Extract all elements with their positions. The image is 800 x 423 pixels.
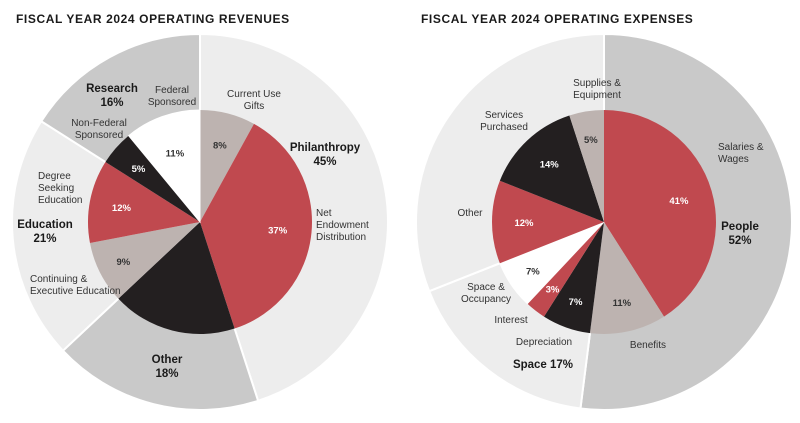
pct-label-degree-seeking-education: 12%: [112, 203, 132, 214]
inner-slice-other: [118, 222, 235, 334]
pct-label-interest: 3%: [546, 284, 560, 295]
pct-label-supplies-equipment: 5%: [584, 135, 598, 146]
pct-label-current-use-gifts: 8%: [213, 141, 227, 152]
expenses-chart-title: FISCAL YEAR 2024 OPERATING EXPENSES: [421, 12, 694, 26]
expenses-chart: FISCAL YEAR 2024 OPERATING EXPENSES 41% 1…: [400, 0, 800, 423]
group-pct-people: 52%: [728, 235, 751, 247]
pct-label-depreciation: 7%: [569, 297, 583, 308]
cat-label-benefits-line-1: Benefits: [630, 340, 666, 351]
group-label-space: Space 17%: [513, 359, 573, 371]
inner-slice-degree-seeking-education: [88, 161, 200, 243]
cat-label-federal-sponsored-line-2: Sponsored: [148, 97, 196, 108]
cat-label-degree-seeking-education-line-3: Education: [38, 195, 82, 206]
inner-slice-net-endowment-distribution: [200, 123, 313, 329]
inner-slice-depreciation: [543, 222, 604, 334]
inner-slice-current-use-gifts: [200, 110, 254, 222]
group-pct-philanthropy: 45%: [313, 156, 336, 168]
cat-label-interest-line-1: Interest: [494, 315, 528, 326]
inner-slice-benefits: [589, 222, 665, 334]
cat-label-net-endowment-distribution-line-1: Net: [316, 208, 332, 219]
pct-label-benefits: 11%: [613, 298, 632, 309]
group-name-people: People: [721, 221, 759, 233]
cat-label-continuing-executive-education-line-1: Continuing &: [30, 274, 88, 285]
cat-label-other-line-1: Other: [457, 208, 483, 219]
inner-slice-other: [492, 180, 604, 264]
cat-label-degree-seeking-education-line-1: Degree: [38, 171, 71, 182]
inner-slice-supplies-equipment: [569, 110, 604, 222]
cat-label-non-federal-sponsored-line-1: Non-Federal: [71, 118, 127, 129]
pct-label-services-purchased: 14%: [540, 160, 560, 171]
inner-slice-non-federal-sponsored: [105, 135, 200, 222]
group-name-education: Education: [17, 219, 73, 231]
inner-slice-interest: [527, 222, 604, 317]
cat-label-current-use-gifts-line-2: Gifts: [244, 101, 265, 112]
group-pct-research: 16%: [100, 97, 123, 109]
cat-label-services-purchased-line-1: Services: [485, 110, 523, 121]
cat-label-current-use-gifts-line-1: Current Use: [227, 89, 281, 100]
cat-label-space-occupancy-line-1: Space &: [467, 282, 505, 293]
cat-label-space-occupancy-line-2: Occupancy: [461, 294, 511, 305]
group-name-research: Research: [86, 83, 138, 95]
cat-label-salaries-wages-line-1: Salaries &: [718, 142, 764, 153]
group-name-philanthropy: Philanthropy: [290, 142, 361, 154]
inner-slice-salaries-wages: [604, 110, 716, 317]
expenses-chart-canvas: 41% 11% 7% 3% 7% 12% 14% 5% Salaries &Wages Benef…: [415, 32, 793, 411]
pct-label-continuing-executive-education: 9%: [117, 257, 131, 268]
group-pct-other: 18%: [155, 368, 178, 380]
cat-label-federal-sponsored-line-1: Federal: [155, 85, 189, 96]
inner-slice-services-purchased: [499, 115, 604, 222]
cat-label-salaries-wages-line-2: Wages: [718, 154, 749, 165]
inner-slice-continuing-executive-education: [89, 222, 200, 299]
pct-label-net-endowment-distribution: 37%: [268, 225, 288, 236]
cat-label-net-endowment-distribution-line-3: Distribution: [316, 232, 366, 243]
inner-slice-space-occupancy: [499, 221, 605, 305]
cat-label-degree-seeking-education-line-2: Seeking: [38, 183, 74, 194]
pct-label-non-federal-sponsored: 5%: [132, 164, 146, 175]
cat-label-supplies-equipment-line-1: Supplies &: [573, 78, 621, 89]
cat-label-non-federal-sponsored-line-2: Sponsored: [75, 130, 123, 141]
group-pct-education: 21%: [33, 233, 56, 245]
pct-label-salaries-wages: 41%: [669, 196, 689, 207]
cat-label-depreciation-line-1: Depreciation: [516, 337, 572, 348]
pct-label-space-occupancy: 7%: [526, 266, 540, 277]
pct-label-federal-sponsored: 11%: [166, 148, 185, 159]
cat-label-services-purchased-line-2: Purchased: [480, 122, 528, 133]
cat-label-supplies-equipment-line-2: Equipment: [573, 90, 621, 101]
group-name-other: Other: [152, 354, 183, 366]
inner-slice-federal-sponsored: [127, 109, 201, 224]
cat-label-net-endowment-distribution-line-2: Endowment: [316, 220, 369, 231]
pct-label-other: 12%: [514, 218, 534, 229]
revenues-chart-title: FISCAL YEAR 2024 OPERATING REVENUES: [16, 12, 290, 26]
revenues-chart: FISCAL YEAR 2024 OPERATING REVENUES 8% 37…: [11, 12, 389, 411]
cat-label-continuing-executive-education-line-2: Executive Education: [30, 286, 121, 297]
